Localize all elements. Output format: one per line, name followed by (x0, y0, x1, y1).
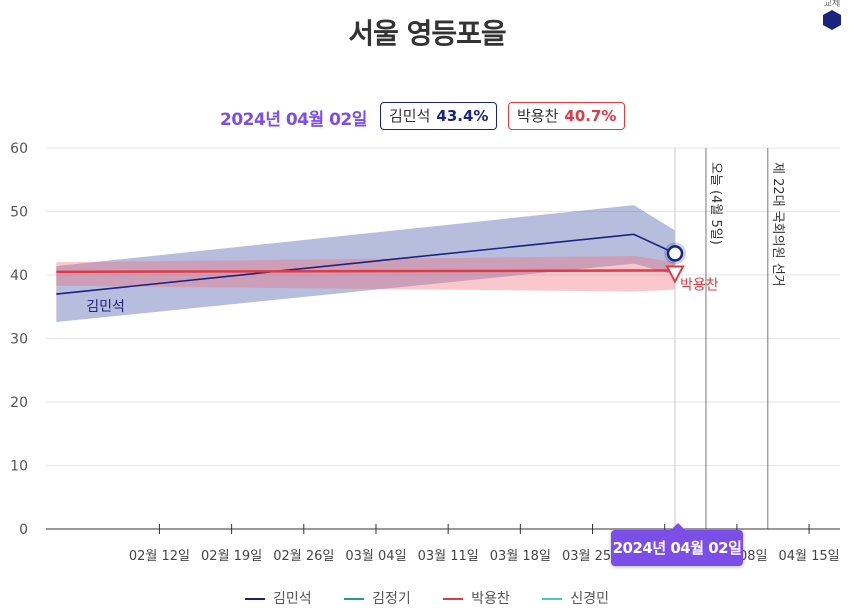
series-label: 박용찬 (680, 278, 719, 294)
x-tick-label: 04월 15일 (778, 549, 839, 564)
series-label: 김민석 (86, 299, 125, 315)
y-tick-label: 30 (10, 332, 28, 348)
x-tick-label: 02월 12일 (129, 549, 190, 564)
legend-label: 김정기 (372, 591, 411, 607)
selected-date: 2024년 04월 02일 (220, 110, 367, 130)
date-tooltip: 2024년 04월 02일 (611, 523, 743, 566)
legend-swatch (344, 598, 365, 600)
x-tick-label: 03월 11일 (418, 549, 479, 564)
summary-header: 2024년 04월 02일 김민석 43.4% 박용찬 40.7% (0, 102, 854, 132)
endpoint-marker (665, 265, 685, 284)
y-tick-label: 40 (10, 268, 28, 284)
legend-item[interactable]: 김민석 (245, 588, 312, 608)
endpoint-marker (666, 245, 684, 262)
x-tick-label: 02월 19일 (201, 549, 262, 564)
y-tick-label: 60 (10, 141, 28, 157)
candidate-name: 김민석 (389, 107, 431, 125)
chart-legend: 김민석 김정기 박용찬 신경민 (0, 588, 854, 608)
corner-toggle[interactable]: 교체 (822, 0, 842, 35)
legend-item[interactable]: 김정기 (344, 588, 411, 608)
x-tick-label: 03월 04일 (345, 549, 406, 564)
confidence-band (56, 205, 676, 322)
page-title: 서울 영등포을 (348, 17, 506, 50)
hexagon-icon (823, 10, 841, 30)
marker-label: 제 22대 국회의원 선거 (770, 162, 785, 287)
legend-label: 신경민 (570, 591, 609, 607)
y-tick-label: 20 (10, 395, 28, 411)
candidate-name: 박용찬 (517, 107, 559, 125)
y-tick-label: 10 (10, 459, 28, 475)
candidate-badge-park: 박용찬 40.7% (508, 102, 626, 130)
legend-label: 박용찬 (471, 591, 510, 607)
confidence-band (56, 255, 676, 292)
series-line (56, 269, 676, 274)
y-tick-label: 50 (10, 205, 28, 221)
candidate-value: 40.7% (564, 107, 617, 125)
legend-item[interactable]: 박용찬 (443, 588, 510, 608)
legend-item[interactable]: 신경민 (542, 588, 609, 608)
corner-label: 교체 (823, 0, 841, 9)
legend-swatch (245, 598, 266, 600)
legend-swatch (443, 598, 464, 600)
legend-label: 김민석 (273, 591, 312, 607)
x-tick-label: 03월 18일 (490, 549, 551, 564)
candidate-value: 43.4% (436, 107, 489, 125)
y-tick-label: 0 (19, 522, 28, 538)
marker-label: 오늘 (4월 5일) (708, 162, 723, 245)
x-tick-label: 02월 26일 (273, 549, 334, 564)
x-tick-label: 03월 25일 (562, 549, 623, 564)
candidate-badge-kim: 김민석 43.4% (380, 102, 498, 130)
series-line (56, 233, 676, 295)
legend-swatch (542, 598, 563, 600)
